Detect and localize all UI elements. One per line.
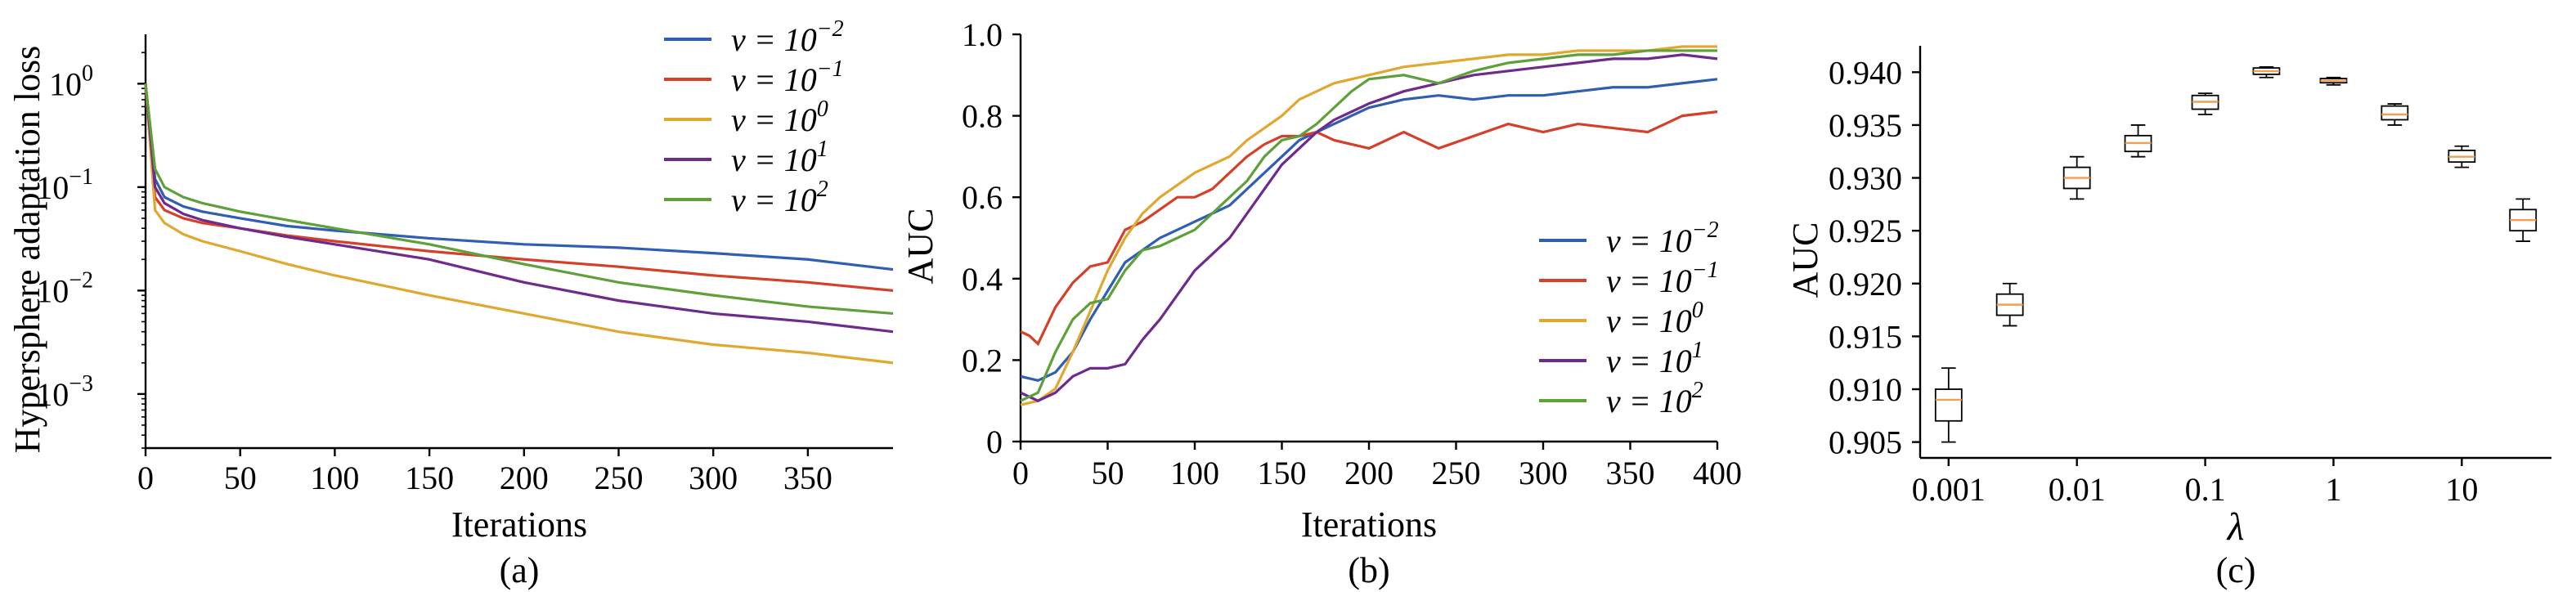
x-tick-label: 50 (224, 460, 257, 496)
y-tick-label: 0.2 (962, 342, 1003, 379)
series-line (144, 83, 894, 316)
series-line (144, 83, 894, 271)
x-tick-label: 1 (2325, 471, 2341, 508)
x-tick-label: 250 (594, 460, 643, 496)
y-axis-label: AUC (900, 209, 940, 285)
y-tick-label: 0.920 (1829, 266, 1902, 303)
series-line (144, 83, 894, 365)
y-tick-label: 10−3 (36, 371, 93, 413)
x-tick-label: 300 (689, 460, 738, 496)
legend-label: v = 102 (1606, 378, 1703, 419)
series-line (1020, 110, 1718, 347)
y-tick-label: 0.905 (1829, 424, 1902, 461)
x-tick-label: 300 (1519, 455, 1568, 491)
box-plot (1934, 367, 1963, 443)
series-line (1020, 49, 1717, 402)
x-tick-label: 0 (1012, 455, 1029, 491)
panel-label: (c) (2216, 550, 2256, 590)
y-tick-label: 0 (986, 424, 1003, 460)
legend-label: v = 100 (1606, 298, 1703, 339)
x-tick-label: 150 (1258, 455, 1307, 491)
box-plot (2509, 198, 2538, 242)
y-tick-label: 0.8 (962, 98, 1003, 135)
box-plot (1995, 282, 2024, 327)
series-line (1020, 53, 1718, 402)
y-tick-label: 0.6 (962, 179, 1003, 216)
legend-label: v = 101 (1606, 338, 1703, 379)
y-tick-label: 0.925 (1829, 213, 1902, 249)
panel-label: (a) (500, 550, 540, 590)
y-tick-label: 0.940 (1829, 54, 1902, 91)
legend-label: v = 101 (731, 137, 828, 178)
legend-label: v = 10−1 (1606, 258, 1719, 299)
y-tick-label: 10−2 (36, 267, 93, 309)
legend-label: v = 102 (731, 177, 828, 218)
box-plot (2062, 155, 2091, 200)
y-axis-label: AUC (1785, 222, 1825, 298)
panel-c-boxplot-chart: 0.001 0.01 0.1 1 10 0.905 0.910 0.915 0.920 0.925… (1785, 46, 2551, 590)
y-tick-label: 0.910 (1829, 371, 1902, 408)
x-tick-label: 100 (310, 460, 359, 496)
legend-label: v = 10−2 (731, 16, 844, 58)
y-tick-label: 0.4 (962, 261, 1003, 298)
y-tick-label: 1.0 (962, 16, 1003, 53)
series-line (144, 83, 894, 292)
x-tick-label: 50 (1092, 455, 1124, 491)
box-plot (2381, 103, 2409, 126)
x-tick-label: 0 (137, 460, 154, 496)
x-tick-label: 0.01 (2049, 471, 2106, 508)
y-tick-label: 0.935 (1829, 107, 1902, 144)
y-axis-label: Hypersphere adaptation loss (7, 46, 47, 454)
box-plot (2448, 145, 2476, 168)
x-tick-label: 0.1 (2185, 471, 2226, 508)
box-plot (2124, 124, 2152, 158)
legend-label: v = 10−1 (731, 56, 844, 98)
x-axis-label: Iterations (1301, 505, 1437, 545)
y-tick-label: 0.915 (1829, 318, 1902, 355)
x-tick-label: 150 (405, 460, 454, 496)
panel-label: (b) (1348, 550, 1389, 590)
x-tick-label: 200 (1344, 455, 1393, 491)
legend-label: v = 10−2 (1606, 218, 1719, 259)
x-tick-label: 200 (500, 460, 549, 496)
legend-label: v = 100 (731, 96, 828, 138)
x-tick-label: 250 (1432, 455, 1481, 491)
panel-b-auc-chart: 0 50 100 150 200 250 300 350 400 0 0.2 0.4 0.6 0.8 1.0… (900, 16, 1742, 590)
box-plot (2191, 92, 2219, 115)
panel-a-loss-chart: 0 50 100 150 200 250 300 350 100 10−1 10−2 10−3 v = … (7, 16, 894, 590)
series-line (144, 83, 894, 334)
box-iqr (2381, 105, 2409, 121)
y-tick-label: 0.930 (1829, 160, 1902, 197)
x-tick-label: 350 (783, 460, 832, 496)
y-tick-label: 10−1 (36, 164, 93, 206)
y-tick-label: 100 (49, 61, 93, 102)
x-axis-label: Iterations (451, 505, 587, 545)
series-line (1020, 45, 1717, 406)
x-tick-label: 100 (1170, 455, 1219, 491)
box-plot (2252, 65, 2281, 78)
series-line (1020, 78, 1718, 382)
x-tick-label: 400 (1693, 455, 1742, 491)
x-tick-label: 10 (2445, 471, 2478, 508)
box-iqr (1934, 388, 1963, 422)
x-axis-label: λ (2226, 505, 2245, 549)
box-plot (2319, 76, 2348, 86)
x-tick-label: 0.001 (1912, 471, 1986, 508)
x-tick-label: 350 (1606, 455, 1655, 491)
